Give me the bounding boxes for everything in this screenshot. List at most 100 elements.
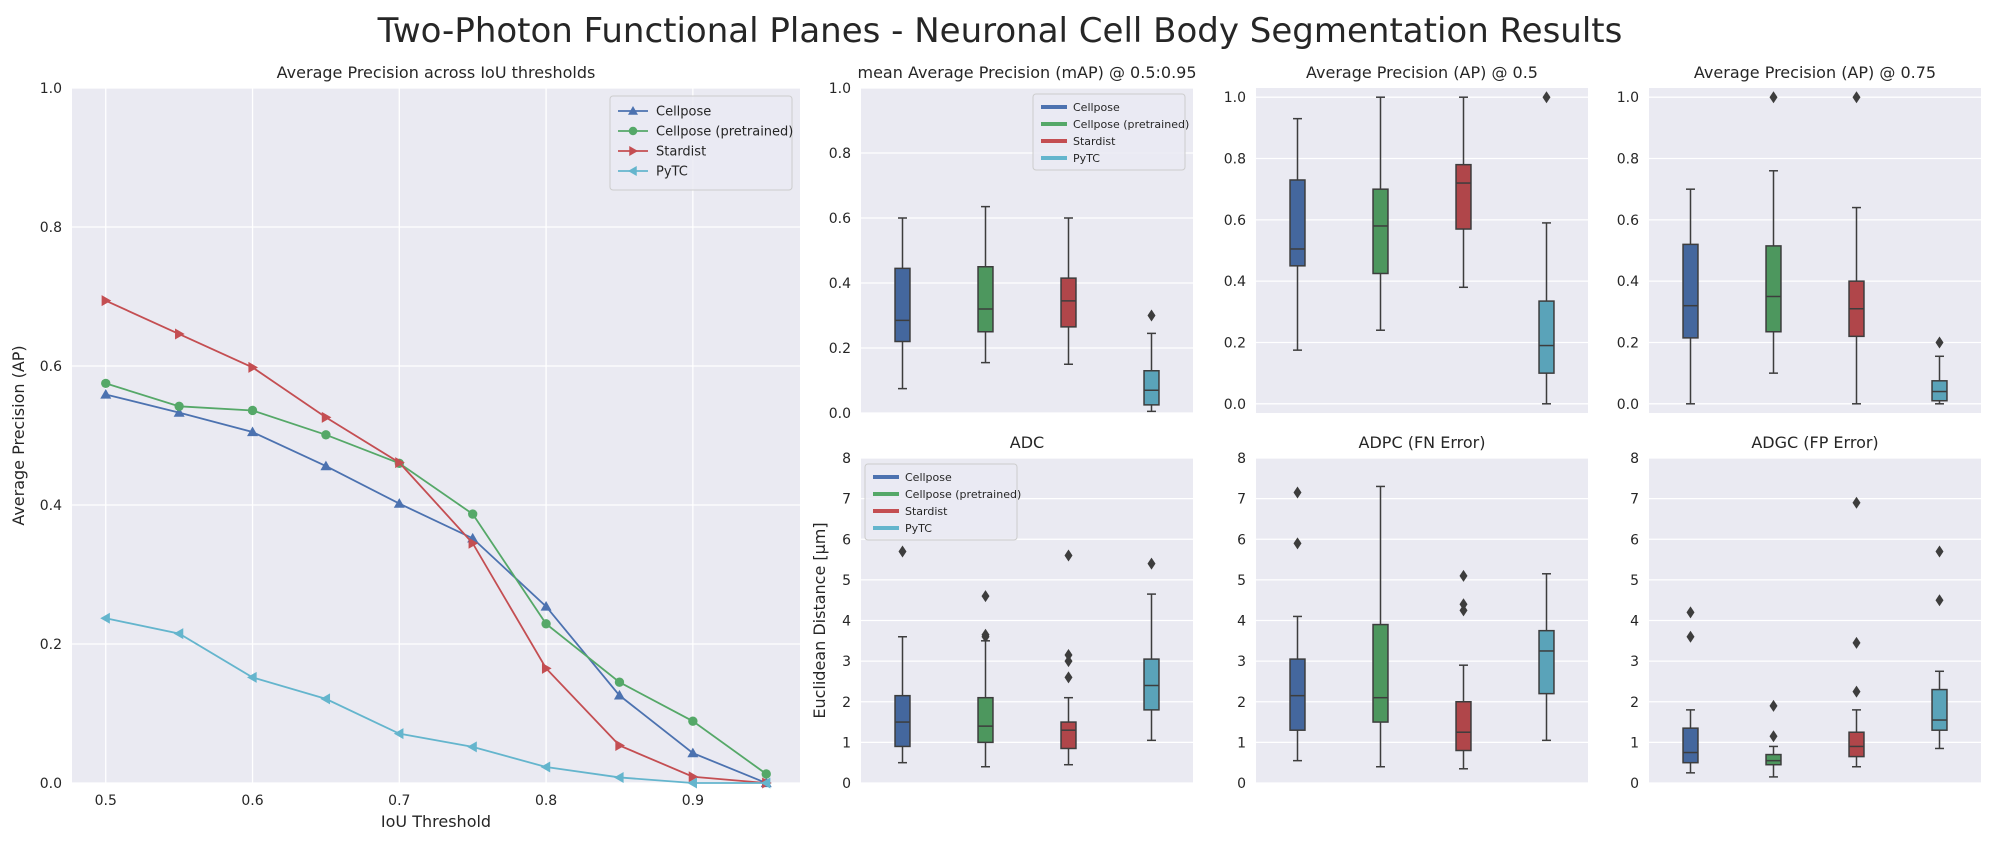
y-tick-label: 0.2 (40, 637, 62, 653)
data-point (760, 777, 771, 789)
data-point (541, 619, 551, 629)
data-point (247, 426, 259, 437)
y-tick-label: 2 (1237, 695, 1246, 711)
data-point (395, 457, 405, 469)
outlier-point (1064, 649, 1073, 662)
y-tick-label: 0.0 (1224, 397, 1246, 413)
y-tick-label: 1.0 (40, 81, 62, 97)
y-tick-label: 0.0 (1617, 397, 1639, 413)
y-tick-label: 6 (842, 532, 851, 548)
y-tick-label: 0.4 (40, 498, 62, 514)
outlier-point (1852, 496, 1861, 509)
legend-label: Cellpose (1073, 101, 1120, 114)
data-point (541, 662, 552, 674)
line-chart-panel: 0.0 0.2 0.4 0.6 0.8 1.0 0.5 0.6 0.7 0.8 0.9 Average… (9, 63, 800, 831)
data-point (101, 378, 111, 389)
box-pytc (1931, 336, 1948, 405)
plot-area (1256, 88, 1588, 413)
data-point (613, 771, 624, 783)
outlier-point (1769, 699, 1778, 712)
legend-marker (628, 166, 637, 176)
x-tick-label: 0.5 (95, 793, 117, 809)
box-cellpose-pretrained (1372, 485, 1389, 768)
legend-marker (628, 126, 638, 136)
box-iqr (1060, 721, 1077, 750)
y-tick-label: 0 (842, 776, 851, 792)
box-cellpose-pretrained (1765, 91, 1782, 374)
outlier-point (1459, 598, 1468, 611)
box-pytc (1538, 91, 1555, 405)
panels: 0.0 0.2 0.4 0.6 0.8 1.0 0.5 0.6 0.7 0.8 0.9 Average… (9, 63, 1981, 831)
data-point (175, 328, 185, 340)
box-stardist (1455, 569, 1472, 770)
y-tick-label: 3 (842, 654, 851, 670)
legend-label: Cellpose (pretrained) (905, 488, 1021, 501)
plot-area (72, 88, 800, 783)
box-iqr (1682, 243, 1699, 339)
data-point (615, 739, 625, 751)
y-tick-label: 0.6 (829, 211, 851, 227)
panel-title: Average Precision across IoU thresholds (277, 63, 596, 82)
box-cellpose (894, 217, 911, 390)
x-tick-label: 0.7 (388, 793, 410, 809)
x-tick-label: 0.6 (241, 793, 263, 809)
data-point (467, 741, 477, 753)
data-point (468, 537, 479, 549)
box-cellpose-pretrained (977, 205, 994, 364)
data-point (688, 771, 699, 783)
legend-label: Stardist (656, 145, 706, 160)
data-point (101, 295, 112, 307)
y-tick-label: 0.2 (1617, 335, 1639, 351)
box-cellpose (1682, 606, 1699, 774)
y-tick-label: 0.8 (40, 220, 62, 236)
box-iqr (1931, 380, 1948, 402)
data-point (393, 728, 404, 740)
y-tick-label: 0.6 (1617, 213, 1639, 229)
box-cellpose (1682, 188, 1699, 405)
legend-label: PyTC (905, 522, 932, 535)
y-tick-label: 0.4 (1224, 274, 1246, 290)
box-chart-panel: 0 1 2 3 4 5 6 7 8 ADGC (FP Error) (1630, 433, 1981, 792)
panel-title: Average Precision (AP) @ 0.5 (1306, 63, 1538, 82)
legend-label: PyTC (656, 165, 688, 180)
series-line (105, 299, 767, 784)
y-tick-label: 1 (1237, 735, 1246, 751)
data-point (761, 769, 771, 779)
y-tick-label: 8 (1630, 451, 1639, 467)
y-tick-label: 7 (1237, 492, 1246, 508)
box-chart-panel: 0 1 2 3 4 5 6 7 8 ADPC (FN Error) (1237, 433, 1588, 792)
outlier-point (1064, 671, 1073, 684)
box-pytc (1538, 573, 1555, 742)
box-iqr (1143, 370, 1160, 406)
box-iqr (977, 266, 994, 333)
x-tick-label: 0.9 (682, 793, 704, 809)
data-point (613, 689, 625, 700)
legend: Cellpose Cellpose (pretrained) Stardist PyT… (864, 463, 1021, 541)
y-tick-label: 0.2 (829, 341, 851, 357)
box-iqr (1289, 658, 1306, 731)
outlier-point (1852, 91, 1861, 104)
y-tick-label: 0.4 (829, 276, 851, 292)
y-tick-label: 1 (1630, 735, 1639, 751)
series-line (105, 382, 767, 775)
outlier-point (1852, 636, 1861, 649)
panel-title: ADGC (FP Error) (1751, 433, 1878, 452)
legend: Cellpose Cellpose (pretrained) Stardist PyT… (1032, 93, 1189, 171)
y-tick-label: 0.8 (1224, 152, 1246, 168)
outlier-point (1147, 557, 1156, 570)
plot-area (1649, 88, 1981, 413)
y-tick-label: 4 (1237, 614, 1246, 630)
legend-label: Cellpose (pretrained) (1073, 118, 1189, 131)
y-tick-label: 8 (1237, 451, 1246, 467)
data-point (540, 761, 551, 773)
outlier-point (1769, 91, 1778, 104)
figure-title: Two-Photon Functional Planes - Neuronal … (377, 11, 1623, 51)
outlier-point (1064, 549, 1073, 562)
outlier-point (1459, 569, 1468, 582)
box-iqr (1765, 753, 1782, 766)
data-point (173, 628, 184, 640)
outlier-point (1459, 604, 1468, 617)
data-point (687, 777, 697, 789)
outlier-point (981, 628, 990, 641)
y-tick-label: 0.8 (1617, 152, 1639, 168)
